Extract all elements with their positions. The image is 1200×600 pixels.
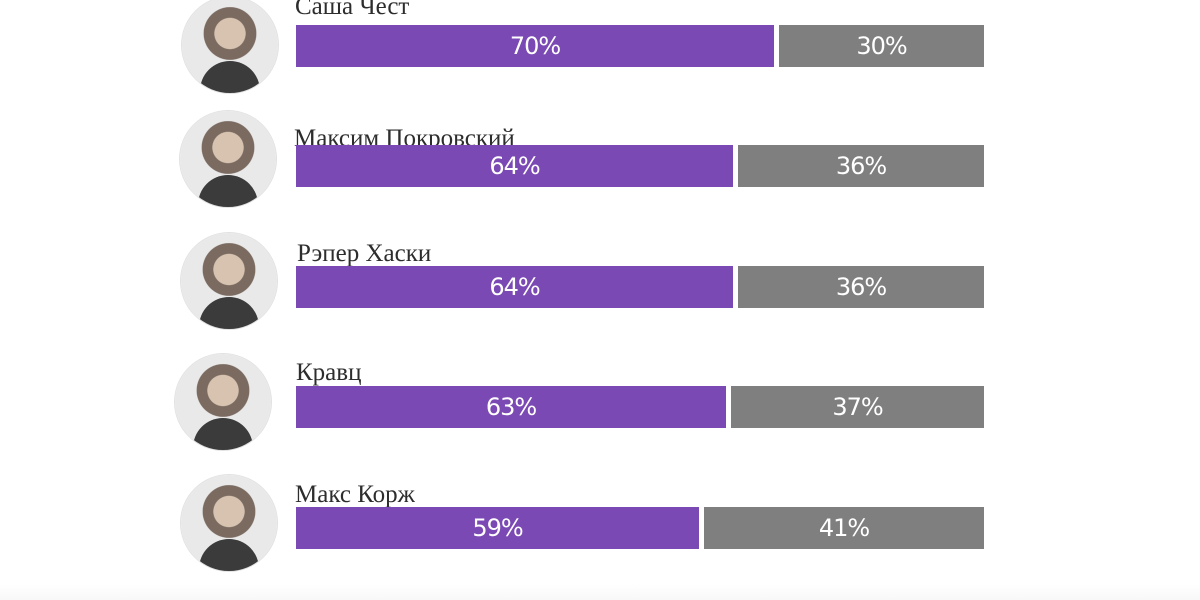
bar-segment-purple: 70%: [296, 25, 774, 67]
chart-row: Кравц 63% 37%: [0, 351, 1200, 471]
bar-segment-gray: 41%: [704, 507, 984, 549]
chart-row: Максим Покровский 64% 36%: [0, 108, 1200, 228]
chart-row: Рэпер Хаски 64% 36%: [0, 230, 1200, 350]
bar-segment-purple: 64%: [296, 266, 733, 308]
bar-segment-gray: 30%: [779, 25, 984, 67]
category-label: Рэпер Хаски: [297, 240, 432, 267]
bar-value-label: 64%: [489, 152, 540, 180]
bar-value-label: 30%: [856, 32, 907, 60]
bar-value-label: 36%: [835, 152, 887, 180]
category-label: Кравц: [296, 359, 362, 386]
bar-value-label: 70%: [509, 32, 561, 60]
chart-row: Макс Корж 59% 41%: [0, 472, 1200, 592]
bar-segment-purple: 59%: [296, 507, 699, 549]
avatar: [182, 0, 278, 93]
bar-value-label: 64%: [489, 273, 540, 301]
bar-segment-gray: 36%: [738, 145, 984, 187]
category-label: Саша Чест: [295, 0, 410, 20]
avatar: [181, 233, 277, 329]
bar-value-label: 59%: [472, 514, 523, 542]
bar-segment-gray: 37%: [731, 386, 984, 428]
bar-value-label: 63%: [485, 393, 537, 421]
bar-value-label: 37%: [832, 393, 883, 421]
category-label: Макс Корж: [295, 481, 415, 508]
avatar: [181, 475, 277, 571]
bar-segment-gray: 36%: [738, 266, 984, 308]
bar-value-label: 41%: [818, 514, 870, 542]
avatar: [180, 111, 276, 207]
bar-value-label: 36%: [835, 273, 887, 301]
avatar: [175, 354, 271, 450]
bottom-fade: [0, 584, 1200, 600]
bar-segment-purple: 64%: [296, 145, 733, 187]
bar-segment-purple: 63%: [296, 386, 726, 428]
chart-row: Саша Чест 70% 30%: [0, 0, 1200, 114]
